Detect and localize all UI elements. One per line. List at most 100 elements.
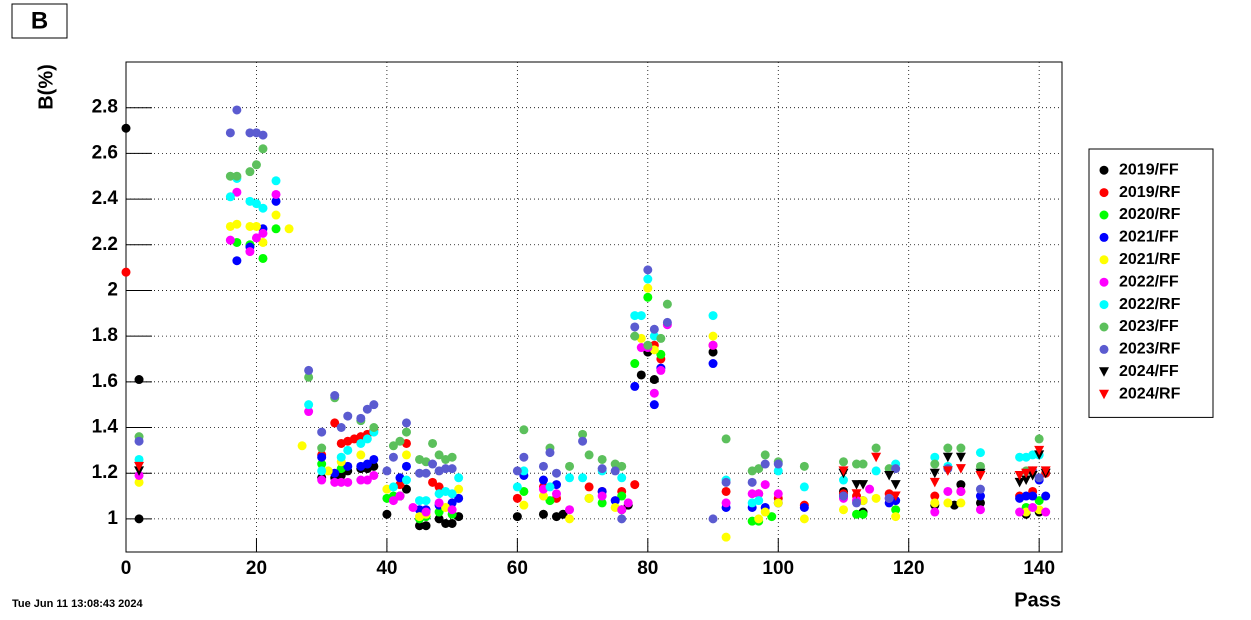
marker [304,400,314,410]
marker [943,486,953,496]
marker [747,489,757,499]
marker [721,477,731,487]
marker [519,425,529,435]
marker [871,493,881,503]
y-tick-label: 1.4 [92,417,119,438]
marker [330,391,340,401]
marker [617,461,627,471]
marker [858,509,868,519]
marker [656,365,666,375]
marker [323,466,333,476]
y-tick-label: 2 [107,279,118,300]
marker [134,477,144,487]
marker [1040,466,1051,476]
marker [754,464,764,474]
legend-marker [1099,344,1109,354]
marker [754,496,764,506]
marker [134,461,145,472]
marker [441,464,451,474]
legend-marker [1099,389,1109,400]
marker [519,500,529,510]
marker [955,452,966,463]
marker [708,311,718,321]
marker [584,450,594,460]
chart-title: B [31,7,48,34]
marker [545,482,555,492]
marker [434,507,444,517]
marker [656,333,666,343]
marker [271,210,281,220]
marker [773,498,783,508]
marker [421,507,431,517]
marker [519,486,529,496]
marker [643,274,653,284]
marker [551,468,561,478]
marker [799,461,809,471]
marker [388,441,398,451]
marker [930,498,940,508]
marker [362,434,372,444]
marker [623,498,633,508]
marker [441,518,451,528]
marker [649,400,659,410]
marker [754,514,764,524]
marker [258,237,268,247]
marker [415,521,425,531]
marker [304,407,314,417]
x-tick-label: 100 [762,558,794,579]
marker [121,267,131,277]
marker [343,461,353,471]
plot-frame [125,61,1063,553]
marker [1014,470,1025,481]
marker [975,470,986,481]
marker [643,265,653,275]
marker [721,434,731,444]
marker [754,489,764,499]
marker [434,450,444,460]
marker [538,461,548,471]
marker [975,448,985,458]
marker [512,512,522,522]
marker [747,477,757,487]
marker [225,235,235,245]
marker [225,171,235,181]
marker [317,475,327,485]
marker [930,459,940,469]
marker [343,445,353,455]
marker [636,370,646,380]
x-tick-label: 20 [246,558,267,579]
marker [956,486,966,496]
marker [538,491,548,501]
marker [662,317,672,327]
marker [447,489,457,499]
marker [558,509,568,519]
marker [708,514,718,524]
marker [421,468,431,478]
marker [891,505,901,515]
marker [643,283,653,293]
marker [773,489,783,499]
marker [584,482,594,492]
marker [930,507,940,517]
marker [610,466,620,476]
marker [134,454,144,464]
marker [1034,496,1044,506]
marker [643,292,653,302]
marker [630,480,640,490]
marker [630,381,640,391]
marker [1034,445,1045,456]
marker [760,480,770,490]
marker [838,466,849,476]
marker [617,491,627,501]
marker [382,509,392,519]
marker [630,311,640,321]
marker [519,452,529,462]
marker [251,199,261,209]
marker [519,466,529,476]
marker [245,128,255,138]
marker [1041,507,1051,517]
marker [447,498,457,508]
marker [708,340,718,350]
marker [401,461,411,471]
legend-marker [1099,255,1109,265]
